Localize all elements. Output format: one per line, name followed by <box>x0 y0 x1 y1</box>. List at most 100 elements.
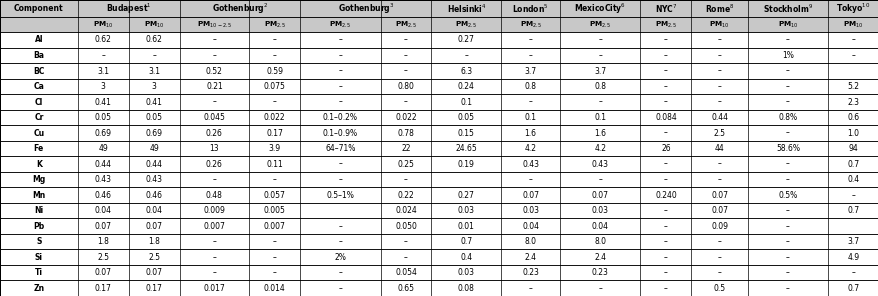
Text: –: – <box>663 284 667 293</box>
Text: 3.7: 3.7 <box>846 237 859 246</box>
Bar <box>0 79 878 94</box>
Text: –: – <box>272 253 277 262</box>
Text: –: – <box>212 253 216 262</box>
Text: 6.3: 6.3 <box>460 67 471 75</box>
Text: –: – <box>404 67 407 75</box>
Text: 0.4: 0.4 <box>846 175 859 184</box>
Text: –: – <box>663 160 667 169</box>
Text: –: – <box>528 175 532 184</box>
Text: 0.04: 0.04 <box>146 206 162 215</box>
Bar <box>0 110 878 125</box>
Text: Budapest$^{1}$: Budapest$^{1}$ <box>105 1 151 16</box>
Text: 0.7: 0.7 <box>846 206 859 215</box>
Text: 0.43: 0.43 <box>522 160 538 169</box>
Text: 2.5: 2.5 <box>148 253 160 262</box>
Text: –: – <box>663 67 667 75</box>
Text: –: – <box>663 128 667 138</box>
Text: 0.05: 0.05 <box>146 113 162 122</box>
Text: –: – <box>663 175 667 184</box>
Text: –: – <box>338 82 342 91</box>
Text: 0.045: 0.045 <box>203 113 225 122</box>
Text: –: – <box>716 36 721 44</box>
Text: Helsinki$^{4}$: Helsinki$^{4}$ <box>446 2 486 15</box>
Text: 2.5: 2.5 <box>97 253 109 262</box>
Text: 8.0: 8.0 <box>594 237 606 246</box>
Text: 0.084: 0.084 <box>654 113 676 122</box>
Text: 0.07: 0.07 <box>710 191 727 200</box>
Text: 0.1: 0.1 <box>524 113 536 122</box>
Text: –: – <box>404 36 407 44</box>
Text: –: – <box>663 98 667 107</box>
Text: 64–71%: 64–71% <box>325 144 355 153</box>
Text: 4.2: 4.2 <box>594 144 606 153</box>
Text: –: – <box>338 284 342 293</box>
Text: 0.054: 0.054 <box>394 268 416 277</box>
Bar <box>640 0 691 17</box>
Text: –: – <box>716 253 721 262</box>
Text: 0.07: 0.07 <box>522 191 538 200</box>
Bar <box>431 17 500 32</box>
Text: –: – <box>212 268 216 277</box>
Text: 3.1: 3.1 <box>97 67 109 75</box>
Text: –: – <box>212 51 216 60</box>
Bar <box>0 63 878 79</box>
Text: 0.17: 0.17 <box>146 284 162 293</box>
Text: 0.05: 0.05 <box>95 113 112 122</box>
Text: –: – <box>272 36 277 44</box>
Text: 0.21: 0.21 <box>205 82 222 91</box>
Text: 3.7: 3.7 <box>524 67 536 75</box>
Bar <box>179 0 299 17</box>
Text: 0.09: 0.09 <box>710 222 727 231</box>
Text: –: – <box>785 268 789 277</box>
Text: 0.44: 0.44 <box>146 160 162 169</box>
Text: BC: BC <box>33 67 45 75</box>
Text: 0.1: 0.1 <box>460 98 471 107</box>
Bar <box>0 17 77 32</box>
Text: 0.24: 0.24 <box>457 82 474 91</box>
Text: 0.03: 0.03 <box>457 206 474 215</box>
Text: –: – <box>338 98 342 107</box>
Text: 0.07: 0.07 <box>591 191 608 200</box>
Text: 0.007: 0.007 <box>263 222 285 231</box>
Text: 0.62: 0.62 <box>146 36 162 44</box>
Text: 0.15: 0.15 <box>457 128 474 138</box>
Text: 0.27: 0.27 <box>457 191 474 200</box>
Text: 1.6: 1.6 <box>594 128 606 138</box>
Text: –: – <box>338 268 342 277</box>
Bar <box>77 0 179 17</box>
Text: 44: 44 <box>714 144 723 153</box>
Bar <box>0 250 878 265</box>
Text: PM$_{10}$: PM$_{10}$ <box>144 19 164 30</box>
Bar <box>0 94 878 110</box>
Text: 0.03: 0.03 <box>591 206 608 215</box>
Text: PM$_{10-2.5}$: PM$_{10-2.5}$ <box>197 19 232 30</box>
Bar <box>299 0 431 17</box>
Text: 3: 3 <box>152 82 156 91</box>
Text: 22: 22 <box>400 144 410 153</box>
Text: Al: Al <box>34 36 43 44</box>
Text: 2.4: 2.4 <box>524 253 536 262</box>
Text: –: – <box>785 284 789 293</box>
Text: –: – <box>716 175 721 184</box>
Text: PM$_{2.5}$: PM$_{2.5}$ <box>654 19 676 30</box>
Bar <box>691 17 747 32</box>
Text: Ba: Ba <box>33 51 44 60</box>
Text: Cr: Cr <box>34 113 44 122</box>
Text: –: – <box>528 51 532 60</box>
Text: –: – <box>663 82 667 91</box>
Text: –: – <box>404 175 407 184</box>
Text: 0.7: 0.7 <box>460 237 471 246</box>
Text: 0.5–1%: 0.5–1% <box>326 191 354 200</box>
Text: –: – <box>212 98 216 107</box>
Text: 0.057: 0.057 <box>263 191 285 200</box>
Text: Pb: Pb <box>33 222 45 231</box>
Text: 0.65: 0.65 <box>397 284 414 293</box>
Text: –: – <box>464 51 468 60</box>
Text: 3.7: 3.7 <box>594 67 606 75</box>
Bar <box>0 32 878 48</box>
Text: 0.1: 0.1 <box>594 113 606 122</box>
Text: 1.0: 1.0 <box>846 128 859 138</box>
Text: 0.46: 0.46 <box>146 191 162 200</box>
Text: 0.22: 0.22 <box>397 191 414 200</box>
Text: Component: Component <box>14 4 63 13</box>
